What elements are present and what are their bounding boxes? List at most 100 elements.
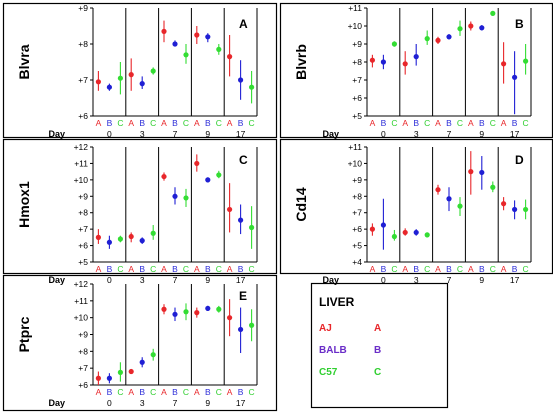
data-point-b — [479, 25, 485, 31]
panel-letter: D — [515, 153, 524, 167]
day-number: 3 — [140, 398, 145, 408]
y-tick-label: +4 — [352, 257, 362, 267]
strain-letter: C — [249, 264, 255, 274]
strain-letter: B — [381, 264, 387, 274]
data-point-b — [446, 34, 452, 40]
strain-letter: B — [139, 264, 145, 274]
panel-border — [2, 274, 278, 412]
strain-letter: C — [391, 264, 397, 274]
data-point-a — [402, 61, 408, 67]
data-point-a — [128, 72, 134, 78]
strain-letter: C — [183, 118, 189, 128]
strain-letter: A — [194, 118, 200, 128]
day-number: 0 — [107, 129, 112, 139]
data-point-b — [380, 59, 386, 65]
strain-letter: C — [457, 118, 463, 128]
data-point-b — [238, 77, 244, 83]
strain-letter: B — [172, 264, 178, 274]
strain-letter: B — [446, 264, 452, 274]
day-number: 0 — [381, 129, 386, 139]
strain-letter: C — [216, 118, 222, 128]
day-number: 0 — [107, 398, 112, 408]
data-point-a — [194, 160, 200, 167]
data-point-a — [501, 201, 507, 207]
strain-letter: A — [194, 264, 200, 274]
data-point-c — [216, 172, 222, 178]
data-point-b — [205, 305, 211, 312]
y-tick-label: +9 — [78, 3, 88, 13]
data-point-b — [139, 359, 145, 365]
strain-letter: B — [413, 264, 419, 274]
strain-letter: B — [479, 118, 485, 128]
data-point-c — [117, 369, 123, 375]
data-point-b — [172, 193, 178, 199]
strain-letter: B — [107, 118, 113, 128]
data-point-c — [183, 309, 189, 315]
data-point-b — [205, 34, 211, 40]
day-number: 9 — [205, 129, 210, 139]
y-tick-label: +6 — [78, 380, 88, 390]
data-point-c — [117, 75, 123, 81]
day-number: 7 — [447, 129, 452, 139]
strain-letter: A — [501, 118, 507, 128]
day-number: 9 — [205, 398, 210, 408]
strain-letter: C — [216, 264, 222, 274]
strain-letter: C — [490, 264, 496, 274]
data-point-a — [194, 310, 200, 316]
strain-letter: C — [424, 118, 430, 128]
day-number: 9 — [479, 275, 484, 285]
day-number: 7 — [173, 275, 178, 285]
strain-letter: B — [238, 118, 244, 128]
day-number: 17 — [510, 129, 520, 139]
strain-letter: B — [238, 264, 244, 274]
y-tick-label: +12 — [74, 142, 89, 152]
data-point-c — [249, 84, 255, 90]
data-point-b — [205, 177, 211, 183]
y-tick-label: +7 — [78, 224, 88, 234]
legend-strain-name: AJ — [319, 323, 332, 334]
data-point-a — [501, 61, 507, 67]
strain-letter: A — [370, 118, 376, 128]
y-tick-label: +6 — [78, 111, 88, 121]
panel-letter: E — [239, 289, 247, 303]
strain-letter: C — [150, 118, 156, 128]
data-point-a — [161, 28, 167, 34]
data-point-a — [369, 226, 375, 232]
data-point-a — [227, 206, 233, 213]
legend: LIVER AJ A BALB B C57 C — [310, 282, 449, 409]
y-tick-label: +11 — [74, 296, 88, 306]
strain-letter: A — [501, 264, 507, 274]
strain-letter: C — [183, 387, 189, 397]
data-point-b — [380, 222, 386, 228]
data-point-b — [479, 169, 485, 176]
data-point-c — [216, 46, 222, 53]
y-tick-label: +7 — [78, 363, 88, 373]
data-point-b — [172, 311, 178, 317]
strain-letter: C — [117, 118, 123, 128]
data-point-a — [369, 57, 375, 63]
legend-strain-name: BALB — [319, 345, 347, 356]
day-number: 7 — [173, 398, 178, 408]
strain-letter: C — [150, 387, 156, 397]
data-point-b — [413, 54, 419, 60]
strain-letter: C — [249, 118, 255, 128]
data-point-b — [106, 84, 112, 90]
gene-title: Hmox1 — [16, 181, 32, 228]
panel-border — [279, 138, 553, 275]
day-label: Day — [48, 398, 65, 408]
y-tick-label: +6 — [352, 224, 362, 234]
data-point-a — [194, 32, 200, 38]
legend-border — [310, 282, 449, 409]
day-number: 17 — [510, 275, 520, 285]
day-number: 0 — [381, 275, 386, 285]
gene-title: Blvrb — [293, 44, 309, 80]
data-point-b — [511, 206, 518, 213]
y-tick-label: +6 — [78, 241, 88, 251]
day-number: 0 — [107, 275, 112, 285]
y-tick-label: +11 — [348, 3, 362, 13]
data-point-c — [490, 184, 496, 190]
